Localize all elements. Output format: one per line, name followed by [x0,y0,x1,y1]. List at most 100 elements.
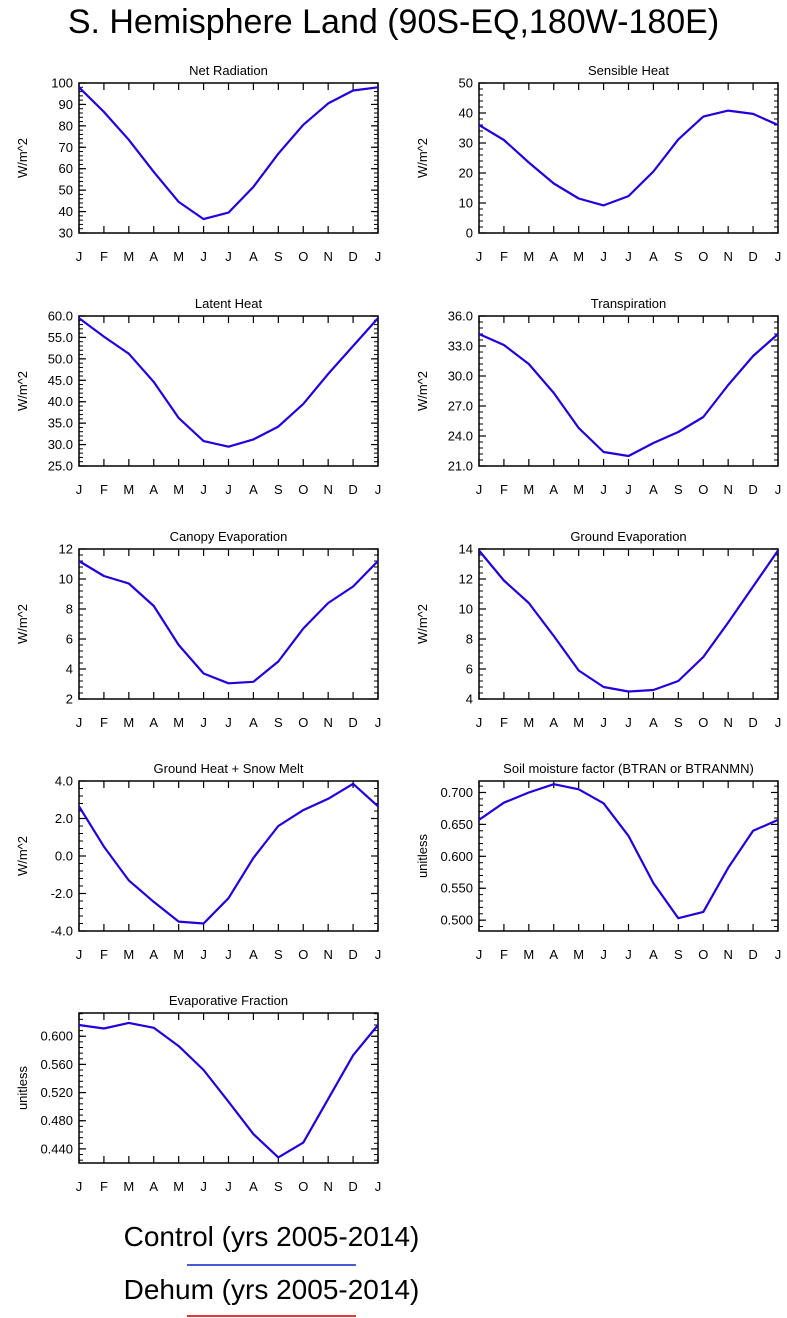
x-tick-label: A [549,482,558,497]
x-tick-label: J [76,249,83,264]
series-line-control [478,109,779,207]
x-tick-label: S [274,1179,283,1194]
y-tick-label: 10 [459,196,473,211]
x-tick-label: J [600,715,607,730]
panel-title: Transpiration [591,296,666,311]
x-tick-label: N [323,249,332,264]
x-tick-label: F [500,947,508,962]
y-tick-label: 80 [59,118,73,133]
y-tick-label: 60 [59,161,73,176]
series-line-control [478,332,779,458]
x-tick-label: A [549,715,558,730]
x-tick-label: M [523,715,534,730]
plot-frame [78,315,379,467]
y-tick-label: 21.0 [448,459,473,474]
x-tick-label: M [173,1179,184,1194]
panel-title: Sensible Heat [588,63,669,78]
y-tick-label: 50.0 [48,351,73,366]
y-tick-label: 2.0 [55,811,73,826]
y-tick-label: 0.600 [40,1029,73,1044]
legend-dehum-label: Dehum (yrs 2005-2014) [123,1274,420,1305]
main-title: S. Hemisphere Land (90S-EQ,180W-180E) [67,3,720,41]
panel-title: Latent Heat [195,296,263,311]
x-tick-label: J [225,1179,232,1194]
x-tick-label: F [100,482,108,497]
y-tick-label: 25.0 [48,459,73,474]
x-tick-label: A [649,249,658,264]
plot-frame [78,548,379,700]
x-tick-label: J [200,1179,207,1194]
series-line-control [78,782,379,925]
x-tick-label: J [775,947,782,962]
x-tick-label: J [625,715,632,730]
y-tick-label: 4 [466,692,473,707]
y-tick-label: 30.0 [448,369,473,384]
x-tick-label: J [76,715,83,730]
y-tick-label: 8 [466,632,473,647]
x-tick-label: S [674,482,683,497]
x-tick-label: N [323,947,332,962]
x-tick-label: D [748,947,757,962]
x-tick-label: M [523,482,534,497]
x-tick-label: M [573,947,584,962]
x-tick-label: J [76,482,83,497]
x-tick-label: M [123,715,134,730]
panel-title: Ground Heat + Snow Melt [154,761,304,776]
x-tick-label: J [375,249,382,264]
plot-frame [478,315,779,467]
x-tick-label: J [775,715,782,730]
x-tick-label: O [298,482,308,497]
x-tick-label: F [500,482,508,497]
y-axis-label: W/m^2 [15,138,30,178]
x-tick-label: S [274,715,283,730]
x-tick-label: N [323,1179,332,1194]
x-tick-label: D [348,947,357,962]
x-tick-label: J [225,249,232,264]
x-tick-label: J [76,947,83,962]
x-tick-label: A [249,715,258,730]
panel-title: Net Radiation [189,63,268,78]
x-tick-label: O [298,715,308,730]
x-tick-label: S [274,947,283,962]
x-tick-label: M [573,249,584,264]
panel-title: Soil moisture factor (BTRAN or BTRANMN) [503,761,754,776]
y-tick-label: 35.0 [48,416,73,431]
x-tick-label: M [173,947,184,962]
x-tick-label: A [549,249,558,264]
x-tick-label: F [500,715,508,730]
x-tick-label: M [573,482,584,497]
y-tick-label: 36.0 [448,309,473,324]
y-tick-label: 20 [459,166,473,181]
x-tick-label: M [123,249,134,264]
x-tick-label: O [298,249,308,264]
y-tick-label: 0.560 [40,1057,73,1072]
x-tick-label: J [600,947,607,962]
y-tick-label: 0.700 [440,785,473,800]
y-tick-label: 10 [459,602,473,617]
y-tick-label: -2.0 [51,886,73,901]
x-tick-label: D [348,1179,357,1194]
legend-dehum-line [187,1315,356,1317]
x-tick-label: J [600,249,607,264]
series-line-control [78,1021,379,1159]
y-tick-label: 70 [59,140,73,155]
x-tick-label: N [323,482,332,497]
plot-frame [78,82,379,234]
x-tick-label: M [173,715,184,730]
x-tick-label: A [649,715,658,730]
x-tick-label: J [200,947,207,962]
x-tick-label: N [723,482,732,497]
y-tick-label: 45.0 [48,373,73,388]
x-tick-label: A [249,1179,258,1194]
x-tick-label: F [100,947,108,962]
x-tick-label: J [375,482,382,497]
x-tick-label: D [748,249,757,264]
x-tick-label: M [523,249,534,264]
x-tick-label: J [200,482,207,497]
y-tick-label: 55.0 [48,330,73,345]
y-axis-label: W/m^2 [15,604,30,644]
y-tick-label: 40.0 [48,394,73,409]
x-tick-label: D [748,482,757,497]
x-tick-label: A [149,249,158,264]
plot-frame [478,548,779,700]
